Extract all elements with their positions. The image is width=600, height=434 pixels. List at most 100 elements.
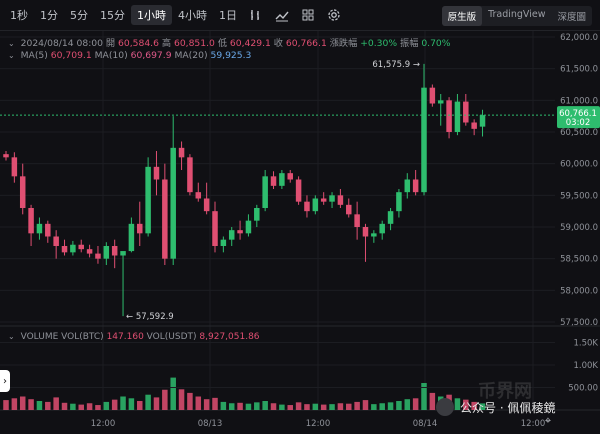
high-value: 60,851.0 <box>173 38 215 49</box>
draw-tools-icon[interactable] <box>301 8 315 22</box>
vol-usdt-value: 8,927,051.86 <box>199 332 260 342</box>
timeframe-2[interactable]: 5分 <box>70 9 88 22</box>
close-label: 收 <box>273 38 283 49</box>
price-tick-label: 57,500.0 <box>560 318 598 328</box>
volume-bar <box>95 405 101 410</box>
candle-body <box>187 157 193 193</box>
volume-bar <box>162 389 168 410</box>
time-tick-label: 08/13 <box>198 419 223 429</box>
view-tab-0[interactable]: 原生版 <box>441 6 483 26</box>
volume-bar <box>387 402 394 410</box>
candle-body <box>95 253 101 259</box>
candle-body <box>245 220 252 234</box>
ma-collapse-chevron-icon[interactable]: ⌄ <box>8 51 15 60</box>
volume-bar <box>429 392 436 410</box>
open-value: 60,584.6 <box>118 38 159 49</box>
candle-body <box>53 236 59 246</box>
low-annotation: ← 57,592.9 <box>126 312 174 322</box>
ma10-value: 60,697.9 <box>130 50 172 61</box>
toolbar-divider <box>0 30 600 31</box>
price-tick-label: 61,000.0 <box>560 96 598 106</box>
current-price-label: 60,766.1 <box>559 109 597 119</box>
volume-bar <box>295 402 302 410</box>
volume-tick-label: 1.00K <box>574 361 599 371</box>
amplitude-label: 振幅 <box>400 38 419 49</box>
volume-bar <box>19 396 26 410</box>
volume-bar <box>203 399 210 410</box>
time-tick-label: 12:00 <box>91 419 116 429</box>
account-avatar-icon <box>436 398 454 416</box>
volume-bar <box>61 402 68 410</box>
volume-bar <box>479 403 486 410</box>
volume-bar <box>36 401 43 410</box>
indicator-icon[interactable] <box>249 8 263 22</box>
volume-tick-label: 500.00 <box>568 384 598 394</box>
volume-bar <box>262 401 268 410</box>
volume-bar <box>220 401 227 410</box>
price-tick-label: 58,500.0 <box>560 255 598 265</box>
trend-icon[interactable] <box>275 8 289 22</box>
timeframe-0[interactable]: 1秒 <box>10 9 28 22</box>
axis-settings-icon: ⌖ <box>545 414 551 427</box>
candle-body <box>103 246 110 259</box>
volume-bar <box>195 396 202 410</box>
view-switcher: 原生版 TradingView 深度圖 <box>441 6 592 26</box>
vol-btc-label: VOL(BTC) <box>61 332 104 342</box>
volume-bar <box>463 399 469 410</box>
ma-info: ⌄ MA(5) 60,709.1 MA(10) 60,697.9 MA(20) … <box>8 50 251 61</box>
candle-countdown-label: 03:02 <box>566 118 591 128</box>
timeframe-4[interactable]: 1小時 <box>131 5 172 25</box>
settings-gear-icon[interactable] <box>327 8 341 22</box>
candle-body <box>86 249 93 254</box>
candle-body <box>320 198 327 202</box>
volume-bar <box>245 403 252 410</box>
volume-bar <box>178 389 185 410</box>
volume-tick-label: 1.50K <box>574 339 599 349</box>
candle-body <box>3 154 9 158</box>
candle-body <box>212 211 218 246</box>
timeframe-3[interactable]: 15分 <box>100 9 125 22</box>
price-tick-label: 60,000.0 <box>560 160 598 170</box>
expand-panel-handle[interactable]: › <box>0 370 10 392</box>
volume-bar <box>404 399 411 410</box>
volume-collapse-chevron-icon[interactable]: ⌄ <box>8 332 15 341</box>
candle-body <box>412 179 419 193</box>
toolbar: 1秒 1分 5分 15分 1小時 4小時 1日 原生版 TradingView 深度圖 <box>0 0 600 30</box>
vol-usdt-label: VOL(USDT) <box>146 332 197 342</box>
volume-bar <box>170 377 176 410</box>
candle-body <box>404 179 411 193</box>
timeframe-5[interactable]: 4小時 <box>178 9 207 22</box>
collapse-chevron-icon[interactable]: ⌄ <box>8 39 15 48</box>
candle-body <box>70 244 76 253</box>
timeframe-1[interactable]: 1分 <box>40 9 58 22</box>
candle-body <box>471 122 477 129</box>
candle-body <box>354 214 360 227</box>
candle-body <box>362 227 369 237</box>
volume-bar <box>337 403 344 410</box>
amplitude-value: 0.70% <box>421 38 451 49</box>
ma5-value: 60,709.1 <box>50 50 92 61</box>
view-tab-1[interactable]: TradingView <box>488 9 546 20</box>
view-tab-2[interactable]: 深度圖 <box>557 12 586 23</box>
candle-body <box>111 246 118 256</box>
volume-label: VOLUME <box>20 332 59 342</box>
volume-bar <box>11 398 18 410</box>
candle-body <box>170 147 176 259</box>
volume-bar <box>153 397 160 410</box>
volume-bar <box>270 403 277 410</box>
candle-body <box>120 251 126 256</box>
volume-bar <box>28 399 34 410</box>
ma20-value: 59,925.3 <box>210 50 252 61</box>
timeframe-6[interactable]: 1日 <box>219 9 237 22</box>
change-label: 漲跌幅 <box>329 38 358 49</box>
volume-bar <box>320 404 327 410</box>
candle-body <box>178 147 185 158</box>
volume-bar <box>362 400 369 410</box>
candle-body <box>45 223 51 237</box>
timeframe-list: 1秒 1分 5分 15分 1小時 4小時 1日 <box>4 5 243 25</box>
price-tick-label: 59,500.0 <box>560 191 598 201</box>
candle-body <box>429 87 436 104</box>
candle-body <box>61 246 68 253</box>
high-annotation: 61,575.9 → <box>372 60 420 70</box>
